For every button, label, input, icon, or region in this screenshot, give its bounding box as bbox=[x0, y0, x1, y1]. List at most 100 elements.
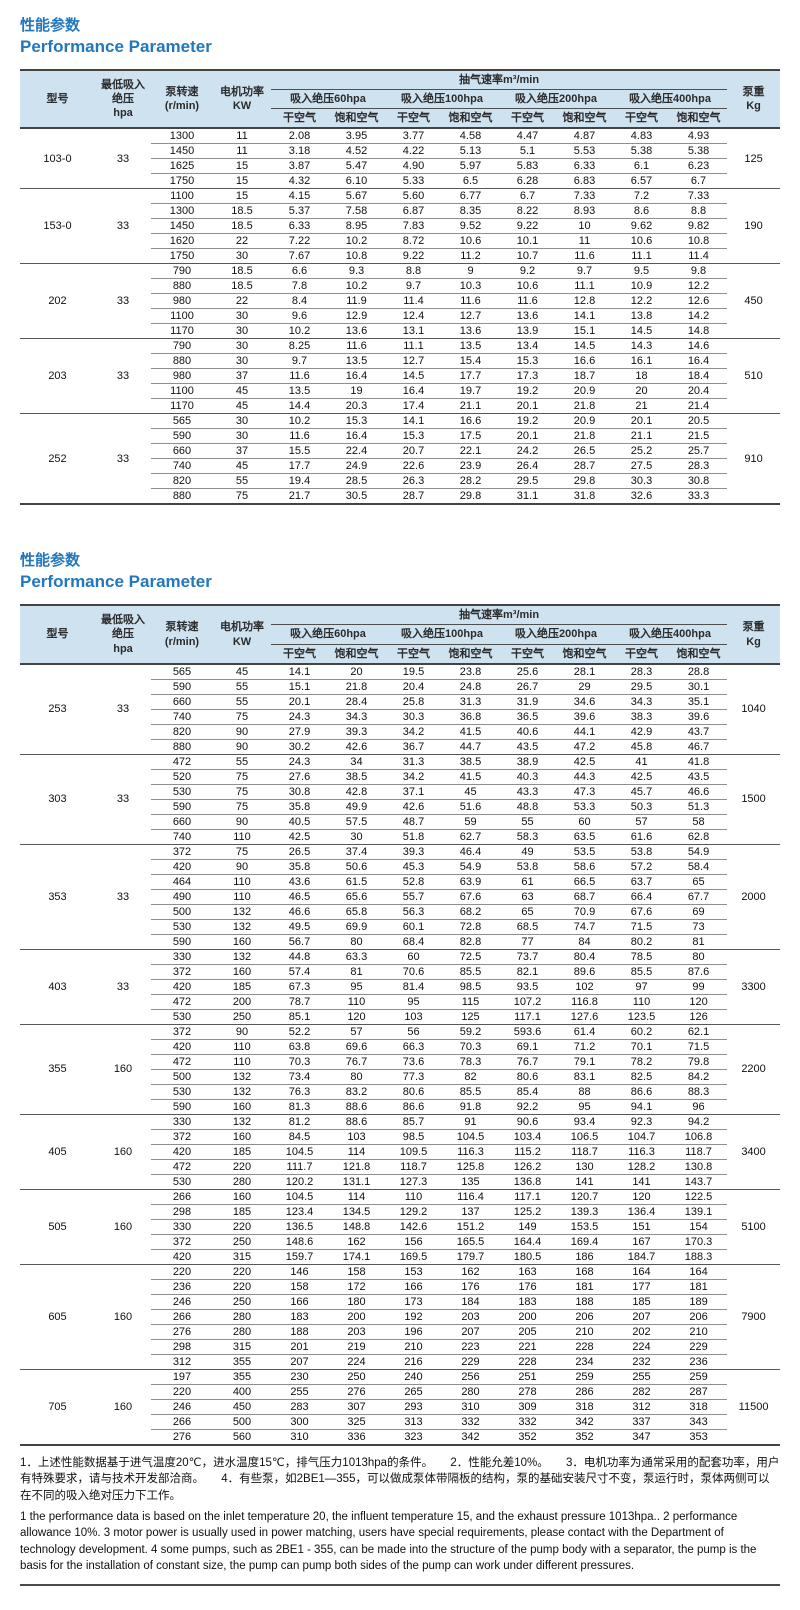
motor-power-cell: 75 bbox=[213, 843, 271, 860]
table-row: 660 55 20.1 28.4 25.8 31.3 31.9 34.6 34.3 35.1 bbox=[20, 693, 780, 710]
rate-value-cell: 4.47 bbox=[499, 127, 556, 144]
pump-speed-cell: 420 bbox=[151, 858, 213, 875]
rate-value-cell: 34.6 bbox=[556, 693, 613, 710]
rate-value-cell: 167 bbox=[613, 1233, 670, 1250]
pump-speed-cell: 820 bbox=[151, 473, 213, 489]
rate-value-cell: 65.8 bbox=[328, 903, 385, 920]
pump-speed-cell: 372 bbox=[151, 843, 213, 860]
motor-power-cell: 160 bbox=[213, 1188, 271, 1205]
rate-value-cell: 73.7 bbox=[499, 948, 556, 965]
rate-value-cell: 74.7 bbox=[556, 918, 613, 935]
pump-speed-cell: 312 bbox=[151, 1353, 213, 1370]
table-row: 276 560 310 336 323 342 352 352 347 353 bbox=[20, 1428, 780, 1445]
rate-value-cell: 135 bbox=[442, 1173, 499, 1190]
table-row: 103-0 33 1300 11 2.08 3.95 3.77 4.58 4.47 4.87 4.8… bbox=[20, 127, 781, 189]
rate-value-cell: 24.9 bbox=[328, 458, 385, 474]
rate-value-cell: 14.1 bbox=[385, 413, 442, 429]
rate-value-cell: 156 bbox=[385, 1233, 442, 1250]
rate-value-cell: 25.6 bbox=[499, 663, 556, 680]
rate-value-cell: 120 bbox=[328, 1008, 385, 1025]
rate-value-cell: 72.5 bbox=[442, 948, 499, 965]
rate-value-cell: 16.4 bbox=[328, 368, 385, 384]
rate-value-cell: 90.6 bbox=[499, 1113, 556, 1130]
rate-value-cell: 15.3 bbox=[385, 428, 442, 444]
rate-value-cell: 129.2 bbox=[385, 1203, 442, 1220]
rate-value-cell: 55 bbox=[499, 813, 556, 830]
motor-power-cell: 90 bbox=[213, 813, 271, 830]
rate-value-cell: 286 bbox=[556, 1383, 613, 1400]
rate-value-cell: 10.8 bbox=[670, 233, 728, 249]
pump-speed-cell: 220 bbox=[151, 1383, 213, 1400]
rate-value-cell: 103 bbox=[328, 1128, 385, 1145]
rate-value-cell: 85.5 bbox=[613, 963, 670, 980]
rate-value-cell: 10.2 bbox=[328, 233, 385, 249]
rate-value-cell: 43.3 bbox=[499, 783, 556, 800]
min-pressure-cell: 33 bbox=[95, 338, 151, 414]
motor-power-cell: 220 bbox=[213, 1158, 271, 1175]
rate-value-cell: 50.3 bbox=[613, 798, 670, 815]
pump-speed-cell: 565 bbox=[151, 663, 213, 680]
rate-value-cell: 332 bbox=[442, 1413, 499, 1430]
rate-value-cell: 30.5 bbox=[328, 488, 385, 505]
rate-value-cell: 325 bbox=[328, 1413, 385, 1430]
rate-value-cell: 93.5 bbox=[499, 978, 556, 995]
rate-value-cell: 2.08 bbox=[271, 127, 328, 144]
rate-value-cell: 28.7 bbox=[556, 458, 613, 474]
rate-value-cell: 69.9 bbox=[328, 918, 385, 935]
rate-value-cell: 6.87 bbox=[385, 203, 442, 219]
rate-value-cell: 7.22 bbox=[271, 233, 328, 249]
rate-value-cell: 120.2 bbox=[271, 1173, 328, 1190]
rate-value-cell: 95 bbox=[385, 993, 442, 1010]
rate-value-cell: 15.5 bbox=[271, 443, 328, 459]
rate-value-cell: 251 bbox=[499, 1368, 556, 1385]
rate-value-cell: 5.60 bbox=[385, 188, 442, 204]
rate-value-cell: 223 bbox=[442, 1338, 499, 1355]
rate-value-cell: 44.3 bbox=[556, 768, 613, 785]
rate-value-cell: 28.1 bbox=[556, 663, 613, 680]
rate-value-cell: 169.5 bbox=[385, 1248, 442, 1265]
table-row: 1450 11 3.18 4.52 4.22 5.13 5.1 5.53 5.38 5.38 bbox=[20, 143, 780, 159]
pump-speed-cell: 330 bbox=[151, 1113, 213, 1130]
motor-power-cell: 45 bbox=[213, 458, 271, 474]
pump-speed-cell: 880 bbox=[151, 353, 213, 369]
rate-value-cell: 205 bbox=[499, 1323, 556, 1340]
table-row: 740 45 17.7 24.9 22.6 23.9 26.4 28.7 27.5 28.3 bbox=[20, 458, 780, 474]
rate-value-cell: 40.6 bbox=[499, 723, 556, 740]
pump-speed-cell: 1620 bbox=[151, 233, 213, 249]
motor-power-cell: 160 bbox=[213, 963, 271, 980]
rate-value-cell: 118.7 bbox=[385, 1158, 442, 1175]
rate-value-cell: 73.6 bbox=[385, 1053, 442, 1070]
rate-value-cell: 103 bbox=[385, 1008, 442, 1025]
rate-value-cell: 259 bbox=[556, 1368, 613, 1385]
rate-value-cell: 82 bbox=[442, 1068, 499, 1085]
rate-value-cell: 106.5 bbox=[556, 1128, 613, 1145]
pump-speed-cell: 790 bbox=[151, 263, 213, 279]
rate-value-cell: 39.3 bbox=[328, 723, 385, 740]
motor-power-cell: 18.5 bbox=[213, 263, 271, 279]
rate-value-cell: 310 bbox=[442, 1398, 499, 1415]
rate-value-cell: 42.6 bbox=[385, 798, 442, 815]
rate-value-cell: 162 bbox=[328, 1233, 385, 1250]
rate-value-cell: 282 bbox=[613, 1383, 670, 1400]
motor-power-cell: 11 bbox=[213, 143, 271, 159]
rate-value-cell: 19 bbox=[328, 383, 385, 399]
table-row: 500 132 73.4 80 77.3 82 80.6 83.1 82.5 84.2 bbox=[20, 1068, 780, 1085]
rate-value-cell: 54.9 bbox=[442, 858, 499, 875]
rate-value-cell: 13.8 bbox=[613, 308, 670, 324]
pump-speed-cell: 220 bbox=[151, 1263, 213, 1280]
pump-speed-cell: 590 bbox=[151, 798, 213, 815]
rate-value-cell: 38.3 bbox=[613, 708, 670, 725]
saturated-air-header: 饱和空气 bbox=[556, 644, 613, 664]
rate-value-cell: 30.8 bbox=[271, 783, 328, 800]
motor-power-cell: 75 bbox=[213, 783, 271, 800]
motor-power-cell: 500 bbox=[213, 1413, 271, 1430]
model-cell: 202 bbox=[20, 263, 95, 339]
rate-value-cell: 88.3 bbox=[670, 1083, 728, 1100]
rate-value-cell: 50.6 bbox=[328, 858, 385, 875]
motor-power-cell: 55 bbox=[213, 473, 271, 489]
rate-value-cell: 116.3 bbox=[613, 1143, 670, 1160]
rate-value-cell: 7.83 bbox=[385, 218, 442, 234]
rate-value-cell: 130.8 bbox=[670, 1158, 728, 1175]
rate-value-cell: 7.8 bbox=[271, 278, 328, 294]
rate-value-cell: 21.8 bbox=[556, 428, 613, 444]
